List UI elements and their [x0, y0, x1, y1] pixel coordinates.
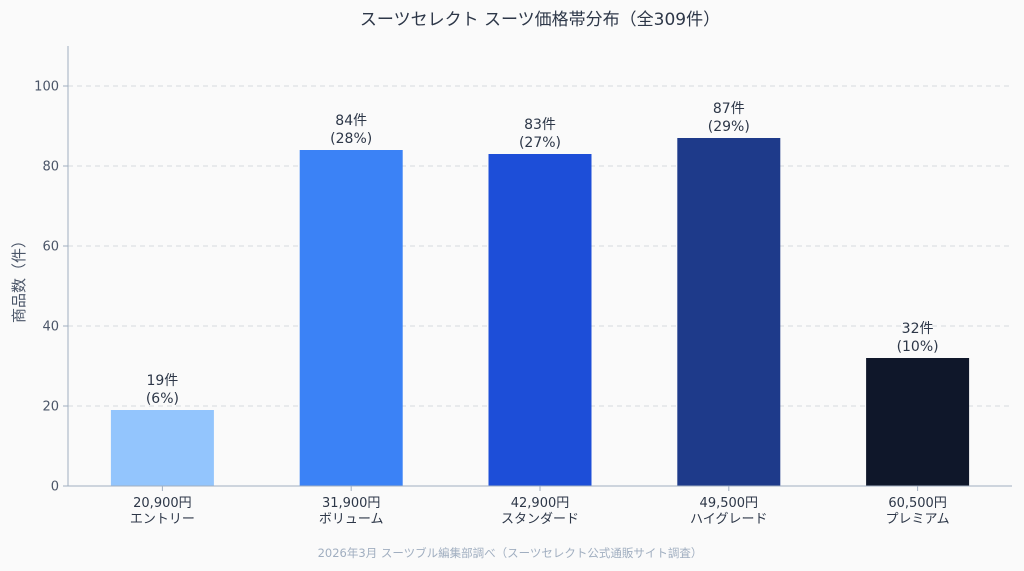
y-tick-label: 80	[42, 160, 59, 175]
y-tick-label: 0	[51, 480, 59, 495]
bar	[488, 154, 592, 486]
bar-value-label: 32件	[902, 321, 934, 337]
x-tick-price: 31,900円	[322, 496, 381, 511]
x-tick-name: ハイグレード	[690, 512, 767, 527]
bar-percent-label: (6%)	[146, 391, 179, 407]
y-axis: 0 20 40 60 80 100	[34, 46, 69, 495]
y-tick-label: 20	[42, 400, 59, 415]
bar-percent-label: (29%)	[708, 119, 750, 135]
x-tick-price: 60,500円	[888, 496, 947, 511]
bars	[110, 138, 970, 486]
bar-percent-label: (27%)	[519, 135, 561, 151]
x-tick-price: 42,900円	[511, 496, 570, 511]
bar-value-label: 83件	[524, 117, 556, 133]
source-note: 2026年3月 スーツブル編集部調べ（スーツセレクト公式通販サイト調査）	[318, 546, 703, 560]
bar-value-label: 84件	[335, 113, 367, 129]
bar	[866, 358, 970, 486]
x-tick-name: ボリューム	[319, 512, 384, 527]
bar-percent-label: (28%)	[330, 131, 372, 147]
y-tick-label: 40	[42, 320, 59, 335]
x-tick-name: エントリー	[130, 512, 195, 527]
y-tick-label: 100	[34, 80, 59, 95]
bar-percent-label: (10%)	[897, 339, 939, 355]
x-tick-name: プレミアム	[886, 512, 950, 527]
x-tick-price: 20,900円	[133, 496, 192, 511]
bar-labels: 19件 (6%) 84件 (28%) 83件 (27%) 87件 (29%) 32件 (10%)	[146, 101, 939, 407]
x-tick-name: スタンダード	[501, 512, 579, 527]
y-tick-label: 60	[42, 240, 59, 255]
y-axis-label: 商品数（件）	[10, 233, 28, 323]
bar	[677, 138, 781, 486]
chart-title: スーツセレクト スーツ価格帯分布（全309件）	[360, 10, 720, 30]
bar-value-label: 19件	[146, 373, 178, 389]
x-tick-price: 49,500円	[700, 496, 759, 511]
bar	[110, 410, 214, 486]
bar	[299, 150, 403, 486]
bar-value-label: 87件	[713, 101, 745, 117]
